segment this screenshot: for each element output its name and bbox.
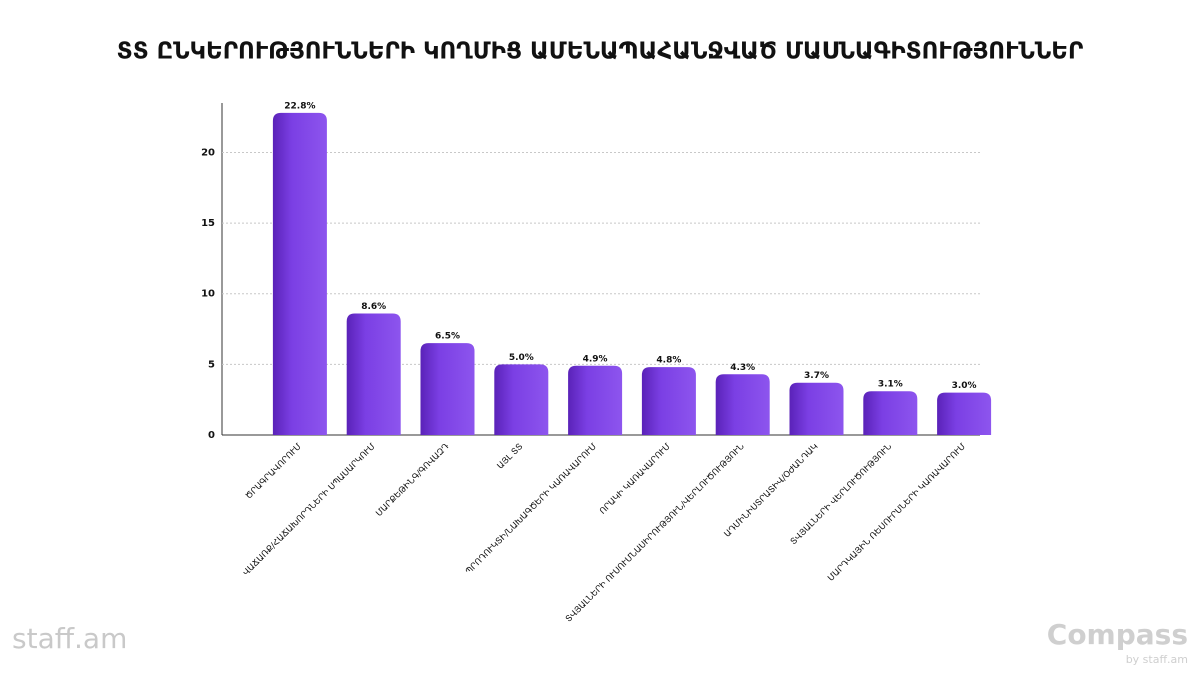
x-tick-label: ՄԱՐՔԵԹԻՆԳ/ԳՈՎԱԶԴ	[374, 441, 451, 518]
x-tick-label: ՈՐԱԿԻ ԿԱՌԱՎԱՐՈՒՄ	[598, 442, 673, 517]
bar	[346, 313, 401, 435]
value-label: 22.8%	[284, 101, 315, 111]
value-label: 3.0%	[952, 381, 977, 391]
x-tick-label: ՄԱՐԴԿԱՅԻՆ ՌԵՍՈՒՐՍՆԵՐԻ ԿԱՌԱՎԱՐՈՒՄ	[826, 442, 968, 584]
bar	[789, 382, 844, 435]
y-tick-label: 10	[201, 289, 215, 300]
y-tick-label: 20	[201, 147, 215, 158]
bar	[937, 392, 992, 435]
bar	[420, 343, 475, 435]
chart-title: ՏՏ ԸՆԿԵՐՈՒԹՅՈՒՆՆԵՐԻ ԿՈՂՄԻՑ ԱՄԵՆԱՊԱՀԱՆՋՎԱ…	[117, 39, 1084, 65]
logo-right-sub: by staff.am	[1126, 653, 1188, 666]
bar	[272, 112, 327, 436]
y-tick-label: 0	[208, 430, 215, 441]
value-label: 3.1%	[878, 380, 903, 390]
x-tick-label: ԾՐԱԳՐԱՎՈՐՈՒՄ	[244, 442, 304, 502]
value-label: 4.3%	[730, 363, 755, 373]
y-tick-label: 5	[208, 359, 215, 370]
x-tick-label: ՏՎՅԱԼՆԵՐԻ ՈՒՍՈՒՄՆԱՍԻՐՈՒԹՅՈՒՆ/ՎԵՐԼՈՒԾՈՒԹՅ…	[564, 442, 747, 625]
logo-left: staff.am	[12, 622, 127, 655]
value-label: 3.7%	[804, 371, 829, 381]
bar	[715, 374, 770, 435]
bar	[863, 391, 918, 435]
y-tick-label: 15	[201, 218, 215, 229]
x-tick-label: ՊՐՈԴՈՒԿՏԻ/ՆԱԽԱԳԾԵՐԻ ԿԱՌԱՎԱՐՈՒՄ	[464, 442, 599, 577]
x-tick-label: ՎԱՃԱՌՔ/ՀԱՃԱԽՈՐԴՆԵՐԻ ՍՊԱՍԱՐԿՈՒՄ	[241, 442, 377, 578]
value-label: 4.9%	[583, 354, 608, 364]
x-tick-label: ԱՅԼ ՏՏ	[496, 442, 526, 472]
bar	[494, 364, 549, 435]
value-label: 8.6%	[361, 302, 386, 312]
value-label: 4.8%	[656, 356, 681, 366]
value-label: 6.5%	[435, 332, 460, 342]
value-label: 5.0%	[509, 353, 534, 363]
bar	[568, 365, 623, 435]
bar	[641, 367, 696, 435]
logo-right: Compass	[1047, 618, 1188, 651]
